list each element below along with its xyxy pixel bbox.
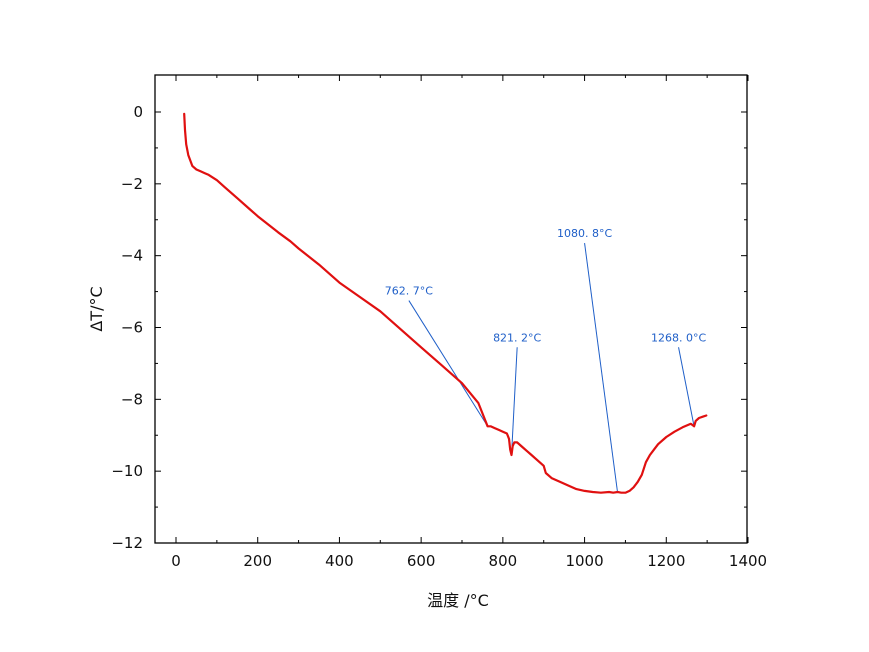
y-tick-label: −2 bbox=[121, 175, 143, 193]
y-tick-label: −4 bbox=[121, 247, 143, 265]
y-tick-label: −6 bbox=[121, 319, 143, 337]
annotation-leader-line bbox=[678, 347, 695, 427]
plot-frame bbox=[154, 74, 748, 544]
y-tick-label: −8 bbox=[121, 390, 143, 408]
x-tick-label: 1200 bbox=[647, 552, 685, 570]
annotation-label: 821. 2°C bbox=[493, 331, 541, 344]
annotation-label: 1080. 8°C bbox=[557, 227, 612, 240]
x-tick-label: 600 bbox=[407, 552, 436, 570]
y-axis-ticks: 0 −2 −4 −6 −8 −10 −12 bbox=[111, 103, 747, 552]
series-line bbox=[183, 112, 708, 494]
x-axis-ticks: 0 200 400 600 800 1000 1200 1400 bbox=[171, 75, 767, 570]
x-tick-label: 1000 bbox=[565, 552, 603, 570]
annotations: 762. 7°C 821. 2°C 1080. 8°C 1268. 0°C bbox=[385, 227, 706, 493]
annotation-leader-line bbox=[584, 243, 619, 493]
y-tick-label: −10 bbox=[111, 462, 143, 480]
annotation-leader-line bbox=[408, 300, 489, 427]
y-tick-label: 0 bbox=[133, 103, 143, 121]
y-tick-label: −12 bbox=[111, 534, 143, 552]
x-tick-label: 1400 bbox=[729, 552, 767, 570]
annotation-label: 1268. 0°C bbox=[651, 331, 706, 344]
annotation-leader-line bbox=[511, 347, 518, 456]
x-axis-title: 温度 /°C bbox=[427, 591, 489, 610]
y-axis-title: ΔT/°C bbox=[87, 286, 106, 331]
x-tick-label: 400 bbox=[325, 552, 354, 570]
x-tick-label: 200 bbox=[243, 552, 272, 570]
x-tick-label: 0 bbox=[171, 552, 181, 570]
x-tick-label: 800 bbox=[489, 552, 518, 570]
annotation-label: 762. 7°C bbox=[385, 285, 433, 298]
